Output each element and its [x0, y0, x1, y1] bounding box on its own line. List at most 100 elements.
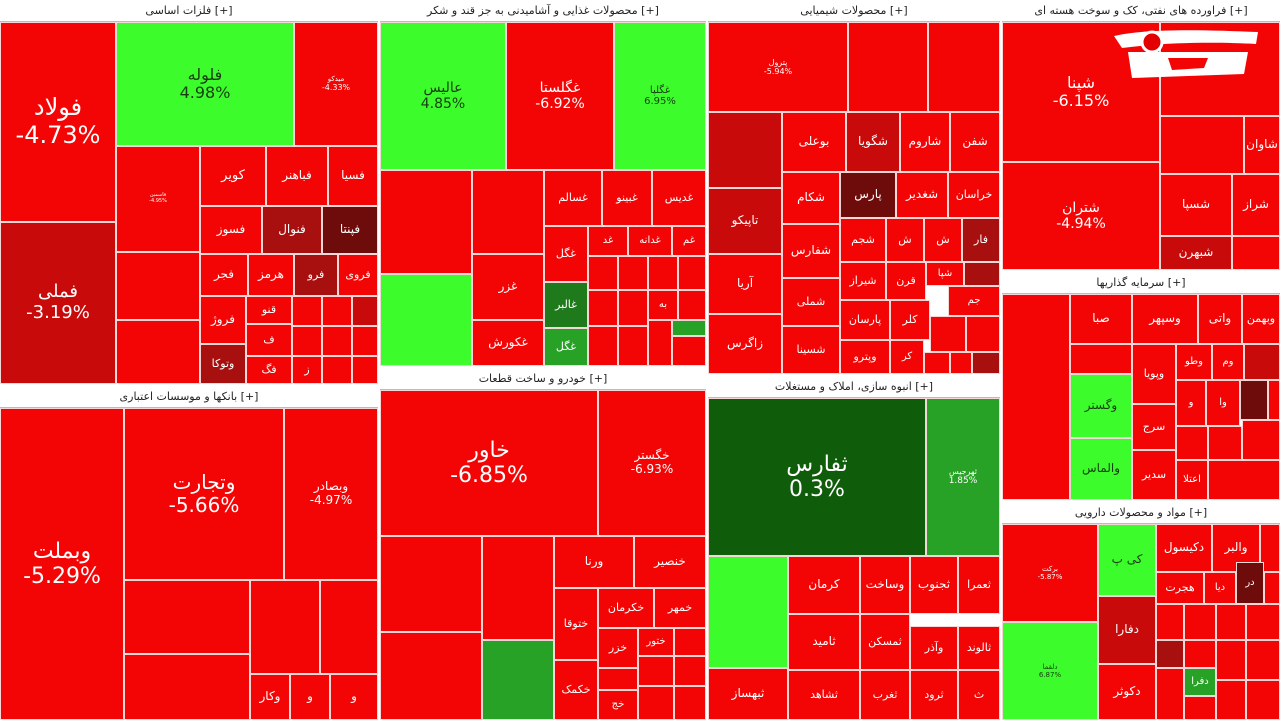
tile-bank-d[interactable] — [320, 580, 378, 674]
tile-shesiya[interactable]: شسپا — [1160, 174, 1232, 236]
tile-vsabah[interactable]: صبا — [1070, 294, 1132, 344]
tile-food-g6[interactable] — [618, 290, 648, 326]
tile-trood[interactable]: ثرود — [910, 670, 958, 720]
tile-ph-m[interactable] — [1216, 680, 1246, 720]
tile-alis[interactable]: عالیس 4.85% — [380, 22, 506, 170]
tile-shebandar[interactable]: ش — [886, 218, 924, 262]
sector-header-pharma[interactable]: مواد و محصولات دارویی [+] — [1002, 502, 1280, 524]
tile-vakar[interactable]: وکار — [250, 674, 290, 720]
tile-oil-c[interactable] — [1232, 236, 1280, 270]
tile-auto-h[interactable] — [598, 668, 638, 690]
tile-vsepehr[interactable]: وسپهر — [1132, 294, 1198, 344]
tile-bank-b[interactable] — [124, 654, 250, 720]
tile-shefan[interactable]: شفن — [950, 112, 1000, 172]
sector-header-metals[interactable]: فلزات اساسی [+] — [0, 0, 378, 22]
tile-vv[interactable]: و — [1176, 380, 1206, 426]
tile-khkamak[interactable]: خکمک — [554, 660, 598, 720]
tile-vgostar[interactable]: وگستر — [1070, 374, 1132, 438]
tile-khkarman[interactable]: خکرمان — [598, 588, 654, 628]
tile-food-g4[interactable] — [678, 256, 706, 290]
tile-minako[interactable]: میدکو -4.33% — [294, 22, 378, 146]
sector-header-chemical[interactable]: محصولات شیمیایی [+] — [708, 0, 1000, 22]
tile-jam[interactable]: جم — [948, 286, 1000, 316]
tile-fesiya[interactable]: فسیا — [328, 146, 378, 206]
tile-chem-j[interactable] — [972, 352, 1000, 374]
tile-auto-i[interactable] — [638, 686, 674, 720]
tile-fares[interactable]: فار — [962, 218, 1000, 262]
tile-ghadane[interactable]: غدانه — [628, 226, 672, 256]
tile-farvi[interactable]: فروی — [338, 254, 378, 296]
tile-tjanoub[interactable]: ثجنوب — [910, 556, 958, 614]
tile-shebahran[interactable]: شبهرن — [1160, 236, 1232, 270]
tile-kr[interactable]: کر — [890, 340, 924, 374]
tile-fajr[interactable]: فجر — [200, 254, 248, 296]
tile-ghegol[interactable]: غگل — [544, 226, 588, 282]
tile-chem-b[interactable] — [928, 22, 1000, 112]
tile-food-g1[interactable] — [588, 256, 618, 290]
tile-vpetro[interactable]: وپترو — [840, 340, 890, 374]
tile-qanu[interactable]: قنو — [246, 296, 292, 324]
tile-qarn[interactable]: قرن — [886, 262, 926, 300]
tile-vati[interactable]: واتی — [1198, 294, 1242, 344]
tile-sharoom[interactable]: شاروم — [900, 112, 950, 172]
tile-ghinu[interactable]: غبینو — [602, 170, 652, 226]
tile-dkovar[interactable]: دکوثر — [1098, 664, 1156, 720]
tile-kalar[interactable]: کلر — [890, 300, 930, 340]
tile-shemli[interactable]: شملی — [782, 278, 840, 326]
tile-small-g[interactable] — [322, 326, 352, 356]
tile-food-g9[interactable] — [618, 326, 648, 366]
tile-auto-b[interactable] — [380, 632, 482, 720]
tile-shegoya[interactable]: شگویا — [846, 112, 900, 172]
tile-shetran[interactable]: شتران -4.94% — [1002, 162, 1160, 270]
tile-small-e[interactable] — [352, 296, 378, 326]
sector-header-investment[interactable]: سرمایه گذاریها [+] — [1002, 272, 1280, 294]
tile-shesina[interactable]: شسینا — [782, 326, 840, 374]
tile-food-g11[interactable] — [672, 320, 706, 336]
tile-small-f[interactable] — [292, 326, 322, 356]
tile-inv-c[interactable] — [1244, 344, 1280, 380]
tile-ph-k[interactable] — [1246, 640, 1280, 680]
tile-auto-f[interactable] — [638, 656, 674, 686]
tile-food-small3[interactable] — [472, 170, 544, 254]
tile-fesuz[interactable]: فسوز — [200, 206, 262, 254]
tile-inv-e[interactable] — [1268, 380, 1280, 420]
tile-vvtoo[interactable]: وطو — [1176, 344, 1212, 380]
tile-food-g5[interactable] — [588, 290, 618, 326]
tile-vpouya[interactable]: وپویا — [1132, 344, 1176, 404]
tile-fentala[interactable]: فپنتا — [322, 206, 378, 254]
tile-small-j[interactable] — [352, 356, 378, 384]
tile-z1[interactable]: ز — [292, 356, 322, 384]
tile-bank-e[interactable]: و — [330, 674, 378, 720]
tile-chem-f[interactable] — [930, 316, 966, 352]
tile-khorasan[interactable]: خراسان — [948, 172, 1000, 218]
tile-food-small2[interactable] — [380, 274, 472, 366]
tile-khzar[interactable]: خزر — [598, 628, 638, 668]
tile-shepa[interactable]: شپا — [926, 262, 964, 286]
tile-vtejarat[interactable]: وتجارت -5.66% — [124, 408, 284, 580]
tile-faruz[interactable]: فروژ — [200, 296, 246, 344]
tile-auto-g[interactable] — [674, 656, 706, 686]
tile-ph-d[interactable] — [1184, 604, 1216, 640]
tile-dfara[interactable]: دفارا — [1098, 596, 1156, 664]
tile-auto-j[interactable] — [674, 686, 706, 720]
tile-vsakht[interactable]: وساخت — [860, 556, 910, 614]
tile-chem-g[interactable] — [966, 316, 1000, 352]
tile-auto-d[interactable] — [482, 640, 554, 720]
tile-inv-i[interactable] — [1208, 460, 1280, 500]
tile-khtoor[interactable]: ختور — [638, 628, 674, 656]
tile-bank-a[interactable] — [124, 580, 250, 654]
tile-ph-j[interactable] — [1216, 640, 1246, 680]
tile-small-a[interactable] — [116, 252, 200, 320]
sector-header-realestate[interactable]: انبوه سازی، املاک و مستغلات [+] — [708, 376, 1000, 398]
sector-header-food[interactable]: محصولات غذایی و آشامیدنی به جز قند و شکر… — [380, 0, 706, 22]
tile-tshahed[interactable]: ثشاهد — [788, 670, 860, 720]
tile-kerman[interactable]: کرمان — [788, 556, 860, 614]
tile-ghadis[interactable]: غدیس — [652, 170, 706, 226]
tile-chem-i[interactable] — [950, 352, 972, 374]
tile-vo[interactable]: و — [290, 674, 330, 720]
tile-ph-g[interactable] — [1156, 640, 1184, 668]
tile-food-g8[interactable] — [588, 326, 618, 366]
tile-ghasalem[interactable]: غسالم — [544, 170, 602, 226]
tile-valmas[interactable]: والماس — [1070, 438, 1132, 500]
tile-varna[interactable]: ورنا — [554, 536, 634, 588]
